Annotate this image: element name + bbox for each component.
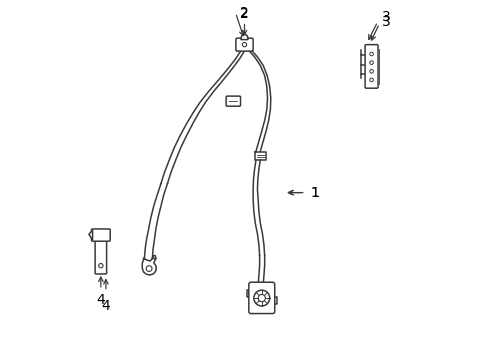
Circle shape: [146, 266, 152, 271]
Text: 1: 1: [309, 186, 319, 199]
FancyBboxPatch shape: [248, 282, 274, 314]
Circle shape: [369, 61, 373, 64]
FancyBboxPatch shape: [225, 96, 240, 106]
FancyBboxPatch shape: [365, 45, 377, 88]
Polygon shape: [89, 230, 92, 240]
Circle shape: [253, 290, 269, 306]
FancyBboxPatch shape: [95, 238, 106, 274]
Polygon shape: [241, 35, 247, 40]
Circle shape: [369, 69, 373, 73]
Text: 4: 4: [102, 299, 110, 313]
Circle shape: [242, 42, 246, 47]
Circle shape: [99, 264, 103, 268]
Circle shape: [258, 294, 265, 302]
Text: 4: 4: [96, 293, 105, 306]
Circle shape: [369, 52, 373, 56]
Text: 2: 2: [240, 6, 248, 19]
FancyBboxPatch shape: [235, 38, 253, 51]
Text: 3: 3: [382, 15, 390, 28]
Text: 2: 2: [240, 7, 248, 21]
Text: 1: 1: [309, 186, 319, 199]
Circle shape: [369, 78, 373, 82]
FancyBboxPatch shape: [91, 229, 110, 241]
Text: 3: 3: [381, 10, 389, 24]
